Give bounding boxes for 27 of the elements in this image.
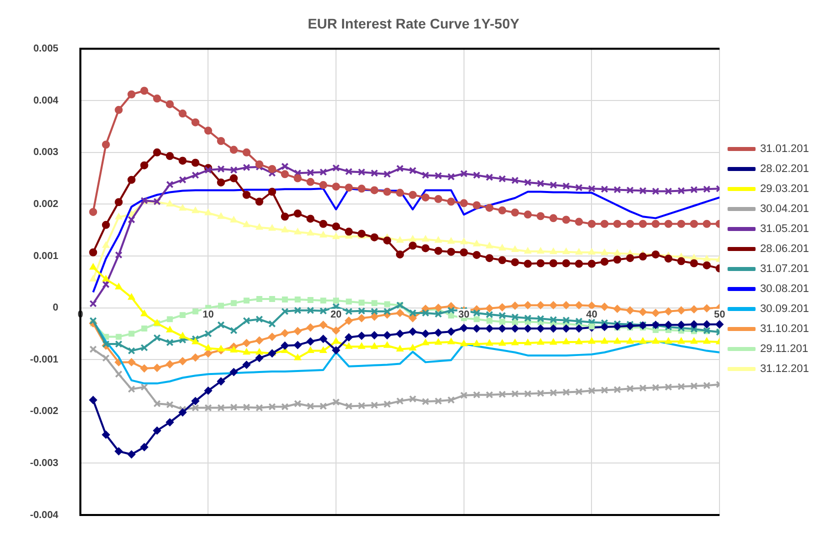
y-tick-label: 0.002 xyxy=(33,198,59,210)
legend-label: 28.06.201 xyxy=(760,243,809,256)
chart-title: EUR Interest Rate Curve 1Y-50Y xyxy=(308,15,520,32)
legend-label: 31.07.201 xyxy=(760,263,809,276)
legend-label: 30.09.201 xyxy=(760,303,809,316)
y-tick-label: -0.002 xyxy=(30,406,59,418)
y-tick-label: 0.004 xyxy=(33,95,59,106)
y-tick-label: -0.001 xyxy=(30,354,59,366)
x-tick-label: 10 xyxy=(202,310,214,321)
legend-label: 31.10.201 xyxy=(760,323,809,336)
legend-label: 31.05.201 xyxy=(760,223,809,236)
legend-label: 31.12.201 xyxy=(760,363,809,376)
legend-label: 30.08.201 xyxy=(760,283,809,296)
y-tick-label: 0.005 xyxy=(33,44,59,55)
x-tick-label: 50 xyxy=(714,310,726,321)
legend-label: 29.03.201 xyxy=(760,183,809,196)
legend-label: 29.11.201 xyxy=(760,343,808,356)
legend-label: 31.01.201 xyxy=(760,143,809,156)
y-tick-label: -0.003 xyxy=(30,458,59,469)
y-tick-label: 0 xyxy=(52,302,59,314)
legend-label: 28.02.201 xyxy=(760,163,809,176)
y-tick-label: 0.003 xyxy=(33,147,59,158)
y-tick-label: 0.001 xyxy=(33,250,59,262)
y-tick-label: -0.004 xyxy=(30,510,59,521)
x-tick-label: 20 xyxy=(330,310,342,321)
legend-label: 30.04.201 xyxy=(760,203,809,216)
x-tick-label: 40 xyxy=(586,310,598,321)
